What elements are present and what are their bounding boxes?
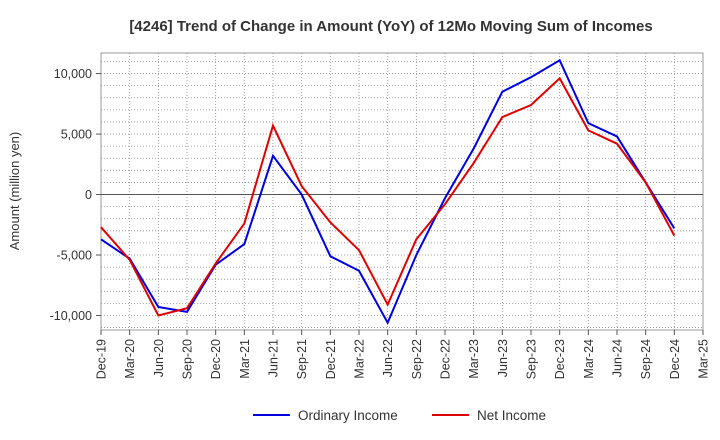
x-tick-label: Jun-20 bbox=[152, 339, 166, 377]
x-tick-label: Sep-20 bbox=[181, 339, 195, 379]
x-tick-label: Dec-22 bbox=[439, 339, 453, 379]
x-tick-label: Jun-24 bbox=[611, 339, 625, 377]
legend-label: Ordinary Income bbox=[298, 408, 398, 423]
y-axis-ticks: 10,000 5,000 0 -5,000 -10,000 bbox=[50, 67, 101, 323]
x-tick-label: Dec-20 bbox=[209, 339, 223, 379]
plot-area-frame bbox=[100, 52, 704, 331]
x-tick-label: Mar-20 bbox=[123, 339, 137, 379]
series-lines bbox=[100, 58, 676, 326]
x-tick-label: Sep-24 bbox=[639, 339, 653, 379]
legend: Ordinary Income Net Income bbox=[253, 408, 546, 423]
y-tick-label: 0 bbox=[85, 188, 92, 202]
y-axis-title: Amount (million yen) bbox=[7, 132, 22, 251]
x-tick-label: Jun-23 bbox=[496, 339, 510, 377]
grid-lines bbox=[101, 53, 703, 330]
x-tick-label: Mar-21 bbox=[238, 339, 252, 379]
x-tick-label: Sep-23 bbox=[525, 339, 539, 379]
x-tick-label: Mar-23 bbox=[467, 339, 481, 379]
x-tick-label: Jun-22 bbox=[381, 339, 395, 377]
series-line-ordinary-income bbox=[100, 58, 676, 326]
x-tick-label: Sep-22 bbox=[410, 339, 424, 379]
x-tick-label: Dec-19 bbox=[95, 339, 109, 379]
y-tick-label: 5,000 bbox=[61, 128, 92, 142]
x-tick-label: Mar-25 bbox=[697, 339, 711, 379]
x-tick-label: Dec-23 bbox=[553, 339, 567, 379]
series-line-net-income bbox=[100, 76, 676, 317]
x-tick-label: Sep-21 bbox=[295, 339, 309, 379]
x-tick-label: Dec-24 bbox=[668, 339, 682, 379]
y-tick-label: -10,000 bbox=[50, 309, 92, 323]
x-tick-label: Dec-21 bbox=[324, 339, 338, 379]
y-tick-label: -5,000 bbox=[57, 249, 92, 263]
legend-label: Net Income bbox=[477, 408, 546, 423]
x-tick-label: Mar-22 bbox=[353, 339, 367, 379]
y-tick-label: 10,000 bbox=[54, 67, 92, 81]
x-tick-label: Jun-21 bbox=[267, 339, 281, 377]
x-axis-ticks: Dec-19 Mar-20 Jun-20 Sep-20 Dec-20 Mar-21 Jun-… bbox=[95, 330, 711, 379]
chart-title: [4246] Trend of Change in Amount (YoY) o… bbox=[129, 18, 652, 35]
x-tick-label: Mar-24 bbox=[582, 339, 596, 379]
